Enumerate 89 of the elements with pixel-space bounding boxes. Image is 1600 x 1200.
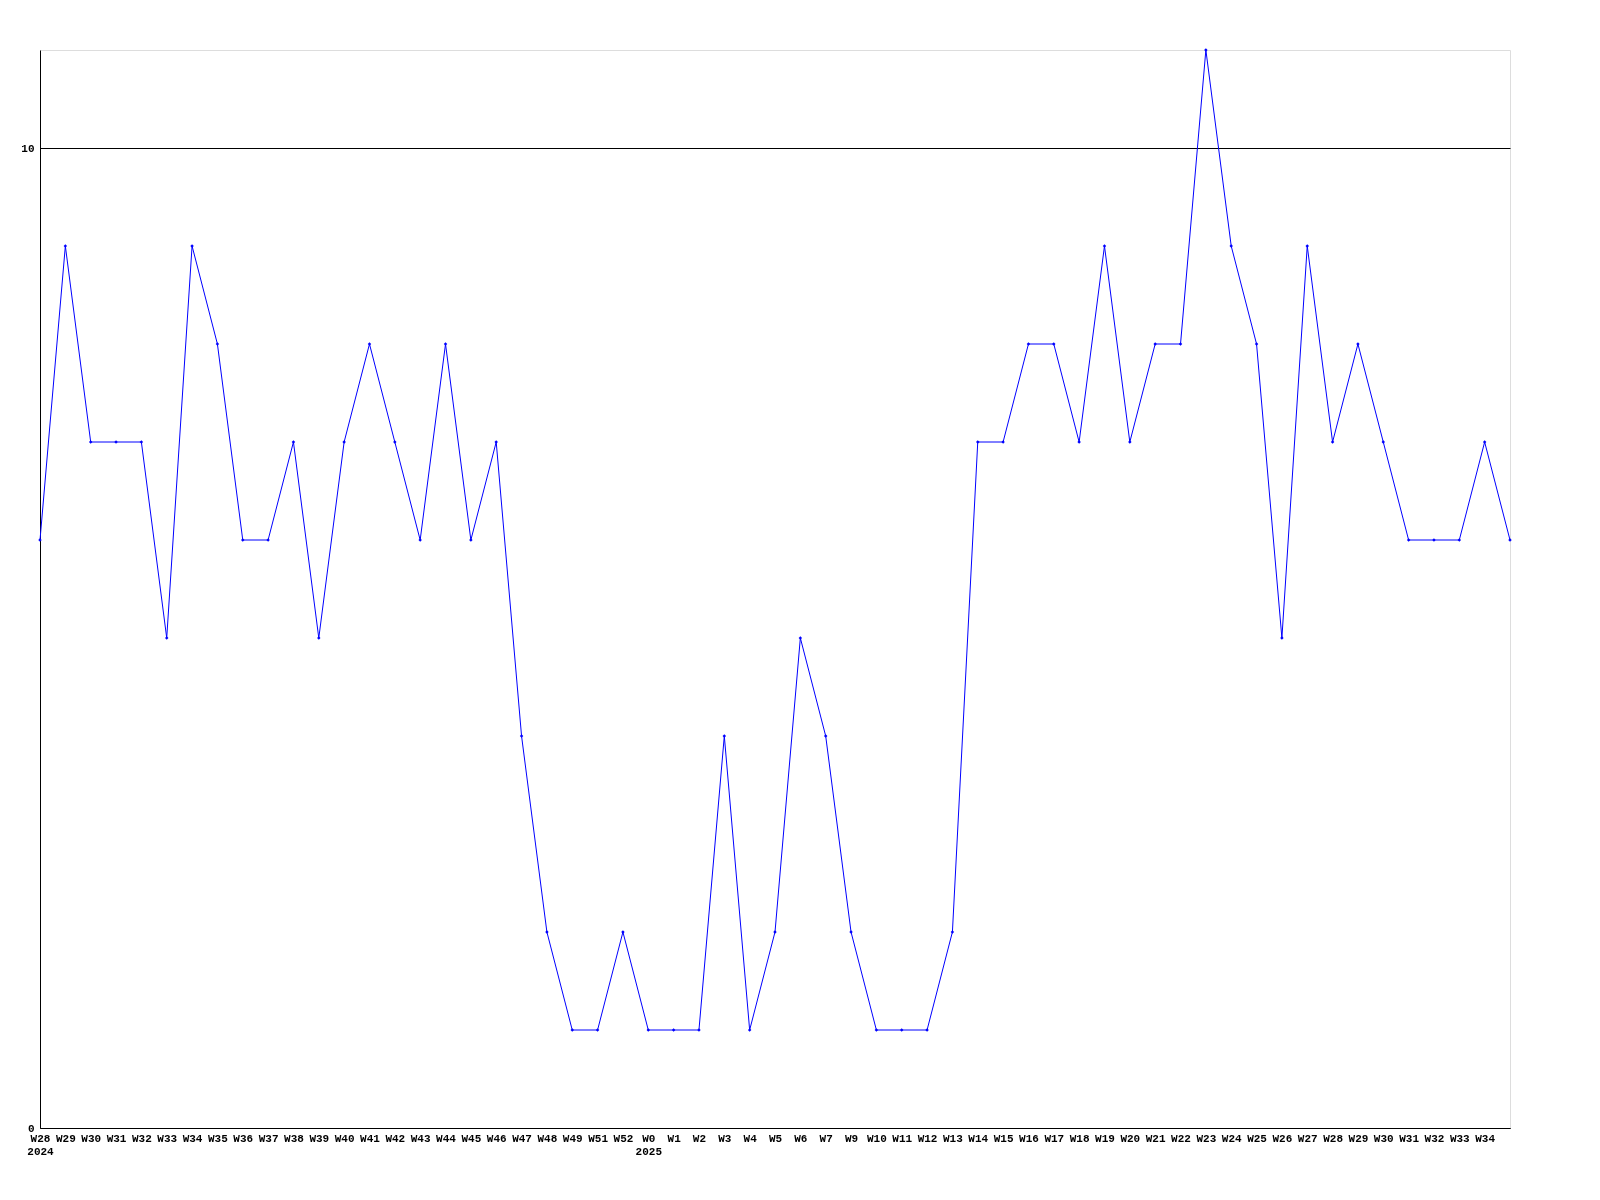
point xyxy=(139,440,144,444)
x-tick-label: W29 xyxy=(55,1132,76,1145)
y-tick-label: 10 xyxy=(21,142,35,155)
x-tick-label: W28 2024 xyxy=(27,1132,55,1158)
x-tick-label: W45 xyxy=(461,1132,482,1145)
x-tick-label: W38 xyxy=(284,1132,305,1145)
x-tick-label: W6 xyxy=(794,1132,808,1145)
point xyxy=(1457,538,1462,542)
x-tick-label: W30 xyxy=(81,1132,102,1145)
point xyxy=(1330,440,1335,444)
point xyxy=(950,930,955,934)
x-tick-label: W15 xyxy=(993,1132,1014,1145)
point xyxy=(1482,440,1487,444)
point xyxy=(291,440,296,444)
point xyxy=(367,342,372,346)
x-tick-label: W21 xyxy=(1145,1132,1166,1145)
x-tick-label: W40 xyxy=(334,1132,355,1145)
x-tick-label: W42 xyxy=(385,1132,406,1145)
x-tick-label: W48 xyxy=(537,1132,558,1145)
x-tick-label: W22 xyxy=(1171,1132,1191,1145)
x-tick-label: W35 xyxy=(208,1132,229,1145)
x-tick-label: W30 xyxy=(1373,1132,1394,1145)
x-tick-label: W52 xyxy=(613,1132,634,1145)
point xyxy=(443,342,448,346)
x-tick-label: W34 xyxy=(182,1132,203,1145)
point xyxy=(1254,342,1259,346)
x-tick-label: W26 xyxy=(1272,1132,1293,1145)
point xyxy=(823,734,828,738)
x-tick-label: W23 xyxy=(1196,1132,1217,1145)
x-tick-label: W31 xyxy=(106,1132,127,1145)
point xyxy=(215,342,220,346)
x-tick-label: W2 xyxy=(692,1132,707,1145)
x-tick-label: W5 xyxy=(768,1132,783,1145)
x-tick-label: W29 xyxy=(1348,1132,1369,1145)
x-tick-label: W32 xyxy=(1424,1132,1445,1145)
point xyxy=(671,1028,676,1032)
x-tick-label: W20 xyxy=(1120,1132,1141,1145)
line-series xyxy=(38,48,1512,1032)
x-tick-label: W31 xyxy=(1399,1132,1420,1145)
x-tick-label: W49 xyxy=(562,1132,583,1145)
x-tick-label: W10 xyxy=(866,1132,887,1145)
x-tick-label: W11 xyxy=(892,1132,913,1145)
point xyxy=(1102,244,1107,248)
x-tick-label: W47 xyxy=(512,1132,532,1145)
x-tick-label: W46 xyxy=(486,1132,507,1145)
point xyxy=(899,1028,904,1032)
x-tick-label: W24 xyxy=(1221,1132,1242,1145)
x-tick-label: W36 xyxy=(233,1132,254,1145)
x-tick-label: W13 xyxy=(943,1132,964,1145)
x-tick-label: W18 xyxy=(1069,1132,1090,1145)
x-tick-label: W44 xyxy=(436,1132,457,1145)
x-tick-label: W33 xyxy=(1449,1132,1471,1145)
x-tick-label: W27 xyxy=(1297,1132,1318,1145)
point xyxy=(646,1028,651,1032)
x-tick-label: W19 xyxy=(1095,1132,1115,1145)
x-tick-label: W43 xyxy=(410,1132,431,1145)
x-tick-label: W1 xyxy=(667,1132,682,1145)
x-tick-label: W25 xyxy=(1247,1132,1268,1145)
x-tick-label: W9 xyxy=(844,1132,859,1145)
x-tick-label: W51 xyxy=(588,1132,609,1145)
x-tick-label: W0 2025 xyxy=(635,1132,663,1158)
point xyxy=(88,440,93,444)
point xyxy=(519,734,524,738)
x-tick-label: W28 xyxy=(1323,1132,1344,1145)
x-tick-label: W12 xyxy=(917,1132,938,1145)
point xyxy=(874,1028,879,1032)
x-tick-label: W7 xyxy=(819,1132,833,1145)
x-tick-label: W32 xyxy=(131,1132,152,1145)
point xyxy=(63,244,68,248)
point xyxy=(1381,440,1386,444)
point xyxy=(722,734,727,738)
point xyxy=(1026,342,1031,346)
point xyxy=(798,636,803,640)
x-tick-label: W39 xyxy=(309,1132,330,1145)
point xyxy=(164,636,169,640)
x-tick-label: W37 xyxy=(258,1132,279,1145)
x-tick-label: W41 xyxy=(360,1132,381,1145)
point xyxy=(595,1028,600,1032)
point xyxy=(1178,342,1183,346)
x-tick-label: W33 xyxy=(157,1132,178,1145)
x-tick-label: W3 xyxy=(718,1132,732,1145)
x-tick-label: W34 xyxy=(1475,1132,1496,1145)
x-tick-label: W17 xyxy=(1044,1132,1065,1145)
y-tick-label: 0 xyxy=(27,1122,35,1135)
x-tick-label: W4 xyxy=(743,1132,758,1145)
x-tick-label: W14 xyxy=(968,1132,989,1145)
point xyxy=(1406,538,1411,542)
point xyxy=(747,1028,752,1032)
x-tick-label: W16 xyxy=(1019,1132,1039,1145)
